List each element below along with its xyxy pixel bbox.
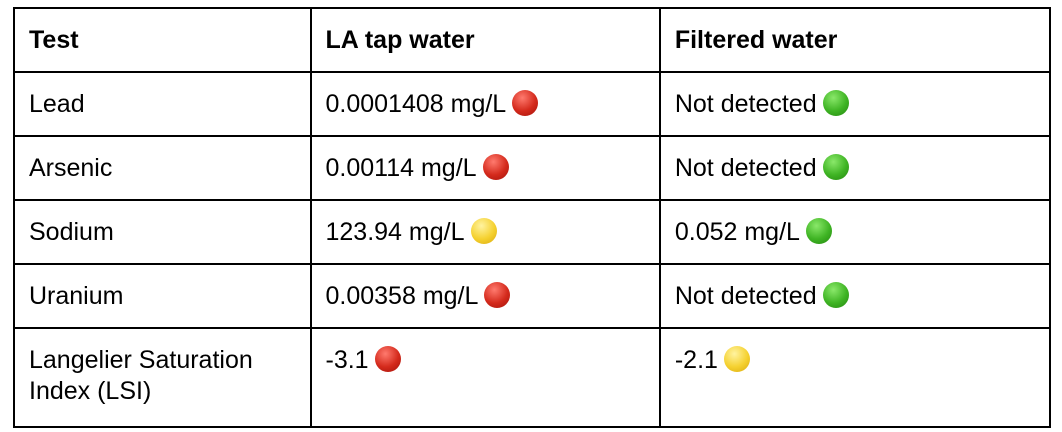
cell-test: Sodium	[13, 199, 312, 265]
cell-filtered: Not detected	[658, 263, 1052, 329]
header-test: Test	[13, 7, 312, 73]
red-circle-icon	[374, 346, 401, 372]
cell-filtered: 0.052 mg/L	[658, 199, 1052, 265]
header-filtered-water: Filtered water	[658, 7, 1052, 73]
cell-test: Langelier Saturation Index (LSI)	[13, 327, 312, 428]
cell-test: Uranium	[13, 263, 312, 329]
cell-tap: 0.00114 mg/L	[309, 135, 661, 201]
tap-value: 0.00358 mg/L	[325, 282, 479, 310]
header-row: Test LA tap water Filtered water	[13, 7, 1052, 73]
test-value: Sodium	[29, 218, 114, 246]
cell-tap: 123.94 mg/L	[309, 199, 661, 265]
filtered-value: -2.1	[674, 346, 718, 374]
test-value: Uranium	[29, 282, 124, 310]
cell-test: Arsenic	[13, 135, 312, 201]
yellow-circle-icon	[723, 346, 750, 372]
filtered-value: Not detected	[674, 282, 817, 310]
green-circle-icon	[805, 218, 832, 244]
yellow-circle-icon	[470, 218, 497, 244]
test-value: Lead	[29, 90, 85, 118]
table-row: Sodium 123.94 mg/L 0.052 mg/L	[13, 199, 1052, 265]
red-circle-icon	[482, 154, 509, 180]
test-value: Langelier Saturation Index (LSI)	[29, 346, 253, 405]
cell-filtered: Not detected	[658, 135, 1052, 201]
red-circle-icon	[512, 90, 539, 116]
cell-tap: 0.0001408 mg/L	[309, 71, 661, 137]
cell-filtered: Not detected	[658, 71, 1052, 137]
green-circle-icon	[822, 154, 849, 180]
test-value: Arsenic	[29, 154, 113, 182]
table-row: Langelier Saturation Index (LSI) -3.1 -2.1	[13, 327, 1052, 428]
cell-test: Lead	[13, 71, 312, 137]
cell-filtered: -2.1	[658, 327, 1052, 428]
table-row: Arsenic 0.00114 mg/L Not detected	[13, 135, 1052, 201]
red-circle-icon	[484, 282, 511, 308]
cell-tap: 0.00358 mg/L	[309, 263, 661, 329]
tap-value: 0.0001408 mg/L	[325, 90, 507, 118]
filtered-value: 0.052 mg/L	[674, 218, 800, 246]
water-test-table: Test LA tap water Filtered water Lead 0.0…	[13, 7, 1052, 428]
green-circle-icon	[822, 90, 849, 116]
header-la-tap-water: LA tap water	[309, 7, 661, 73]
table-row: Uranium 0.00358 mg/L Not detected	[13, 263, 1052, 329]
tap-value: -3.1	[325, 346, 369, 374]
tap-value: 123.94 mg/L	[325, 218, 465, 246]
table-row: Lead 0.0001408 mg/L Not detected	[13, 71, 1052, 137]
green-circle-icon	[822, 282, 849, 308]
filtered-value: Not detected	[674, 90, 817, 118]
tap-value: 0.00114 mg/L	[325, 154, 477, 182]
filtered-value: Not detected	[674, 154, 817, 182]
cell-tap: -3.1	[309, 327, 661, 428]
